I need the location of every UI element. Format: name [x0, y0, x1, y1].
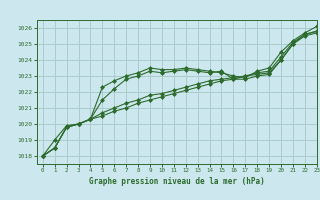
X-axis label: Graphe pression niveau de la mer (hPa): Graphe pression niveau de la mer (hPa) — [89, 177, 265, 186]
